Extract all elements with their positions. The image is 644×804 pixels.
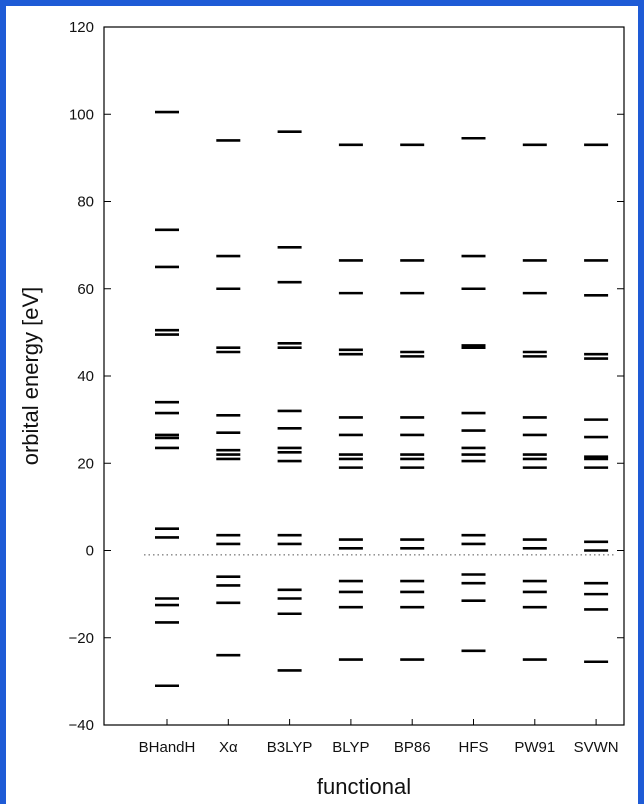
y-tick-label: 80 — [77, 194, 94, 211]
series-3 — [338, 143, 363, 661]
y-tick-label: −20 — [69, 630, 94, 647]
y-tick-label: −40 — [69, 717, 94, 734]
x-tick-label: PW91 — [514, 739, 555, 756]
y-tick-label: 40 — [77, 368, 94, 385]
y-tick-label: 20 — [77, 455, 94, 472]
series-1 — [216, 139, 241, 657]
x-axis: BHandH Xα B3LYP BLYP BP86 HFS PW91 SVWN — [139, 719, 619, 756]
y-axis-title: orbital energy [eV] — [18, 287, 43, 466]
x-tick-label: BHandH — [139, 739, 196, 756]
series-4 — [400, 143, 425, 661]
y-tick-label: 60 — [77, 281, 94, 298]
series-0 — [155, 110, 179, 688]
x-tick-label: BP86 — [394, 739, 431, 756]
y-tick-label: 120 — [69, 19, 94, 36]
x-tick-label: Xα — [219, 739, 238, 756]
y-tick-label: 100 — [69, 106, 94, 123]
y-tick-label: 0 — [86, 543, 94, 560]
x-axis-title: functional — [317, 774, 411, 799]
series-2 — [277, 130, 302, 672]
x-tick-label: HFS — [459, 739, 489, 756]
series-6 — [522, 143, 547, 661]
x-tick-label: SVWN — [574, 739, 619, 756]
series-7 — [584, 143, 609, 664]
x-tick-label: BLYP — [332, 739, 369, 756]
chart-figure: −40 −20 0 20 40 60 80 100 120 BHandH Xα B3LYP BLYP B… — [6, 6, 638, 804]
energy-levels — [155, 110, 609, 688]
series-5 — [461, 136, 486, 653]
y-axis: −40 −20 0 20 40 60 80 100 120 — [69, 19, 624, 734]
x-tick-label: B3LYP — [267, 739, 313, 756]
plot-frame — [103, 26, 625, 726]
